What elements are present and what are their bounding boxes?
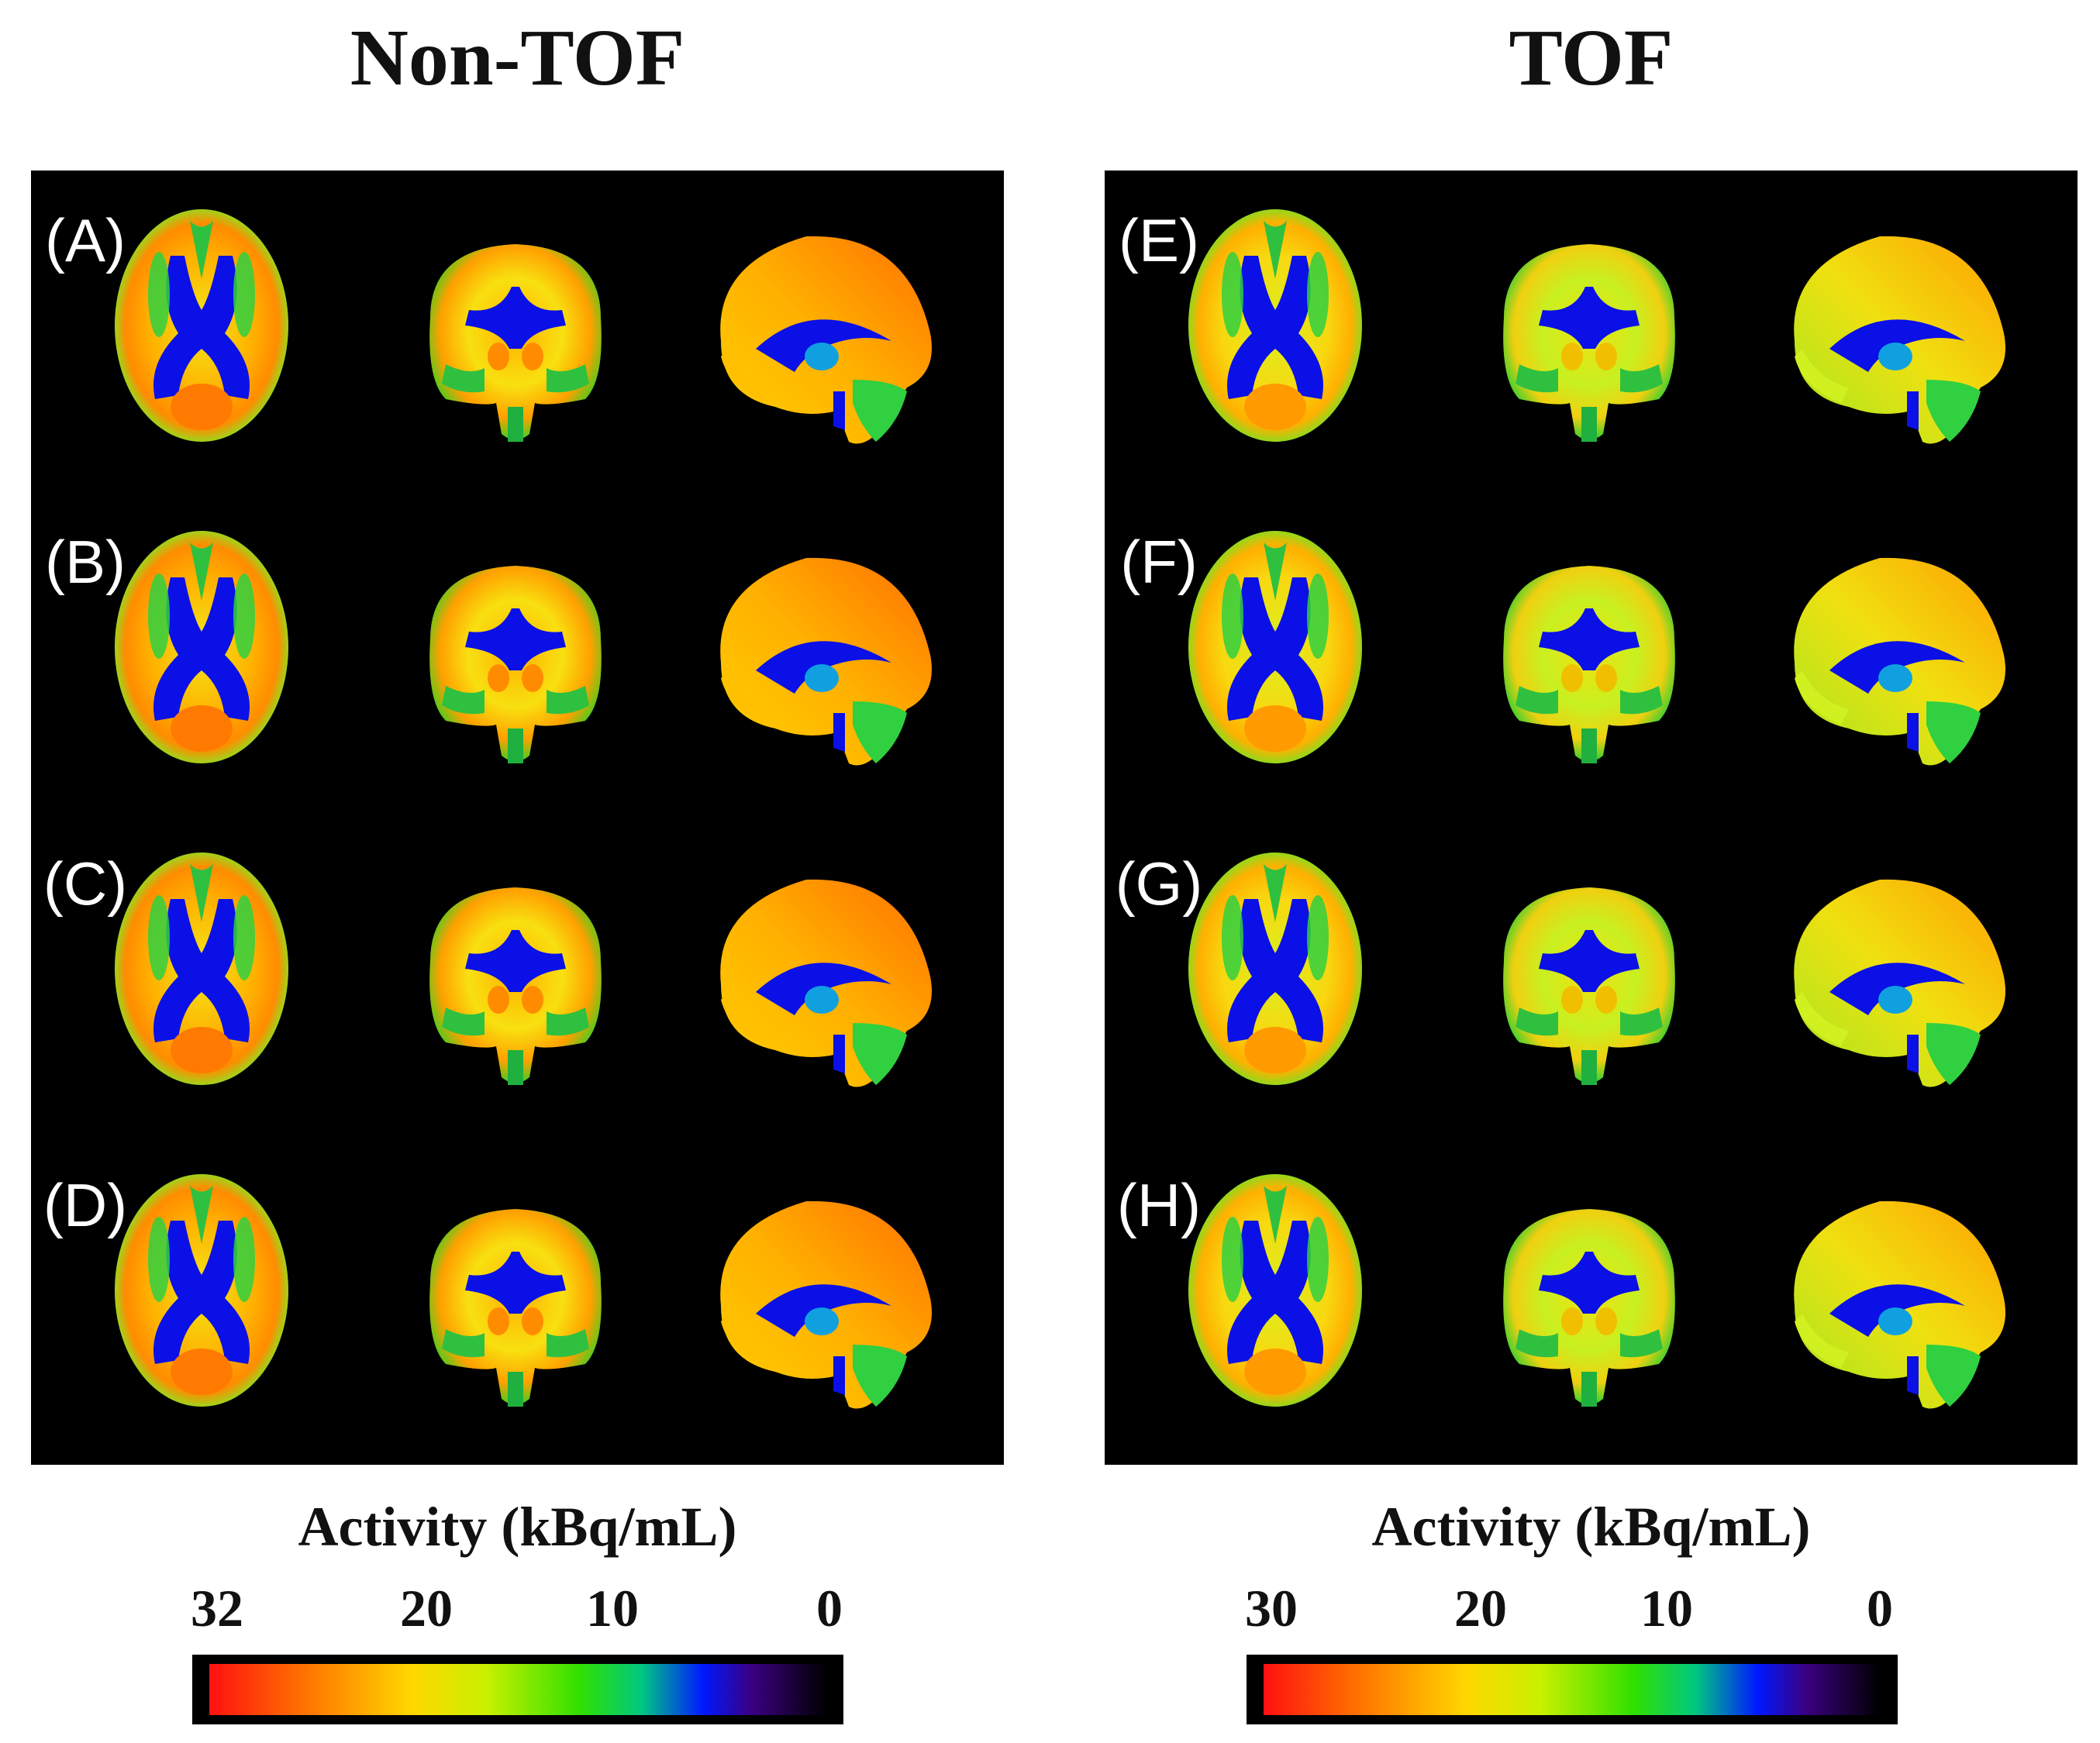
colorbar-tick-right-10: 10 — [1640, 1579, 1693, 1638]
label-b: (B) — [45, 528, 126, 596]
label-a: (A) — [45, 206, 126, 274]
colorbar-right — [1247, 1655, 1898, 1724]
tof-brain-images — [1188, 209, 2005, 1409]
colorbar-tick-right-0: 0 — [1867, 1579, 1893, 1638]
colorbar-tick-left-0: 0 — [816, 1579, 843, 1638]
label-e: (E) — [1119, 206, 1199, 274]
label-d: (D) — [43, 1171, 128, 1239]
label-g: (G) — [1115, 849, 1203, 918]
colorbar-title-left: Activity (kBq/mL) — [298, 1496, 737, 1558]
colorbar-tick-left-10: 10 — [586, 1579, 639, 1638]
colorbar-title-right: Activity (kBq/mL) — [1371, 1496, 1811, 1558]
label-c: (C) — [43, 849, 128, 918]
non-tof-image-panel: (A) (B) (C) (D) — [31, 171, 1004, 1465]
colorbar-tick-right-20: 20 — [1454, 1579, 1507, 1638]
non-tof-brain-images — [115, 209, 932, 1409]
label-f: (F) — [1120, 528, 1198, 596]
tof-image-panel: (E) (F) (G) (H) — [1105, 171, 2078, 1465]
colorbar-tick-left-20: 20 — [400, 1579, 453, 1638]
colorbar-tick-left-max: 32 — [191, 1579, 243, 1638]
title-tof: TOF — [1509, 13, 1674, 102]
label-h: (H) — [1116, 1171, 1202, 1239]
colorbar-tick-right-max: 30 — [1245, 1579, 1298, 1638]
title-non-tof: Non-TOF — [350, 13, 685, 102]
colorbar-left — [192, 1655, 843, 1724]
